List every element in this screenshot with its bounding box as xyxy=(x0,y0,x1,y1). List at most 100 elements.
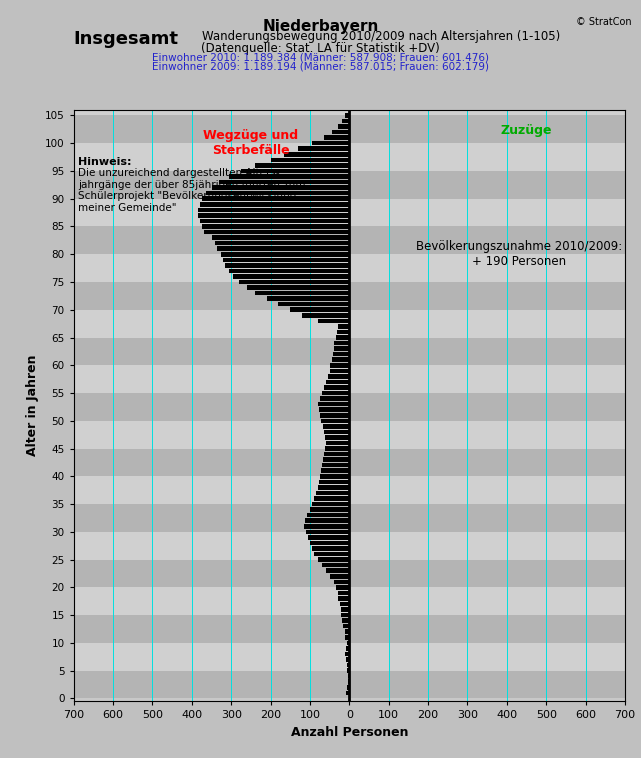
Bar xyxy=(74,421,625,449)
Bar xyxy=(74,143,625,171)
Bar xyxy=(337,330,349,334)
Bar xyxy=(325,446,349,451)
Bar xyxy=(74,254,625,282)
Text: Einwohner 2010: 1.189.384 (Männer: 587.908; Frauen: 601.476): Einwohner 2010: 1.189.384 (Männer: 587.9… xyxy=(152,52,489,62)
Bar xyxy=(219,180,349,184)
Bar xyxy=(229,174,349,179)
Bar xyxy=(319,480,349,484)
Bar xyxy=(74,199,625,227)
Bar xyxy=(346,691,349,695)
Text: Die unzureichend dargestellten Alters-
jahrgänge der über 85jährigen führten zum: Die unzureichend dargestellten Alters- j… xyxy=(78,168,306,213)
Bar xyxy=(318,402,349,406)
Bar xyxy=(333,580,349,584)
Bar xyxy=(329,368,349,373)
Bar xyxy=(304,524,349,528)
Bar xyxy=(333,346,349,351)
Bar xyxy=(308,535,349,540)
Bar xyxy=(331,363,349,368)
Bar xyxy=(345,652,349,656)
Bar xyxy=(338,124,349,129)
Text: Wanderungsbewegung 2010/2009 nach Altersjahren (1-105): Wanderungsbewegung 2010/2009 nach Alters… xyxy=(202,30,560,43)
Bar xyxy=(338,590,349,595)
Bar xyxy=(302,313,349,318)
Bar xyxy=(74,449,625,476)
Bar xyxy=(74,587,625,615)
Bar xyxy=(312,547,349,551)
Bar xyxy=(310,507,349,512)
Bar xyxy=(74,337,625,365)
Bar xyxy=(319,407,349,412)
Bar xyxy=(74,282,625,310)
Bar xyxy=(233,274,349,279)
Bar xyxy=(318,318,349,323)
Bar xyxy=(331,358,349,362)
Bar xyxy=(306,530,349,534)
Bar xyxy=(202,196,349,201)
Bar xyxy=(340,602,349,606)
Bar xyxy=(312,141,349,146)
Bar xyxy=(217,246,349,251)
Text: Insgesamt: Insgesamt xyxy=(74,30,179,49)
Bar xyxy=(298,146,349,151)
Text: Einwohner 2009: 1.189.194 (Männer: 587.015; Frauen: 602.179): Einwohner 2009: 1.189.194 (Männer: 587.0… xyxy=(152,61,489,71)
Text: Niederbayern: Niederbayern xyxy=(262,19,379,34)
Bar xyxy=(342,619,349,623)
Bar xyxy=(74,643,625,671)
Bar xyxy=(206,191,349,196)
Bar xyxy=(335,341,349,346)
Text: Hinweis:: Hinweis: xyxy=(78,157,132,167)
Bar xyxy=(255,163,349,168)
Text: © StratCon: © StratCon xyxy=(576,17,631,27)
Bar xyxy=(221,252,349,256)
Bar xyxy=(74,504,625,532)
Bar xyxy=(328,374,349,379)
Bar xyxy=(340,607,349,612)
Bar xyxy=(202,224,349,229)
Bar xyxy=(322,391,349,396)
Bar xyxy=(346,657,349,662)
Bar xyxy=(74,476,625,504)
Bar xyxy=(267,296,349,301)
Bar xyxy=(198,213,349,218)
Bar xyxy=(290,308,349,312)
Bar xyxy=(336,335,349,340)
Bar xyxy=(346,646,349,650)
Bar xyxy=(348,679,349,684)
Bar xyxy=(74,310,625,337)
Bar xyxy=(333,352,349,356)
Bar xyxy=(278,302,349,306)
Bar xyxy=(212,235,349,240)
Bar xyxy=(326,568,349,573)
Bar xyxy=(305,518,349,523)
Bar xyxy=(198,208,349,212)
Bar xyxy=(74,559,625,587)
X-axis label: Anzahl Personen: Anzahl Personen xyxy=(290,725,408,739)
Bar xyxy=(310,540,349,545)
Bar xyxy=(345,113,349,117)
Bar xyxy=(348,674,349,678)
Text: Wegzüge und
Sterbefälle: Wegzüge und Sterbefälle xyxy=(203,130,299,158)
Bar xyxy=(336,585,349,590)
Bar xyxy=(326,440,349,445)
Bar xyxy=(74,532,625,559)
Bar xyxy=(223,258,349,262)
Bar xyxy=(312,502,349,506)
Bar xyxy=(325,435,349,440)
Text: Zuzüge: Zuzüge xyxy=(501,124,553,136)
Bar xyxy=(74,671,625,698)
Text: Bevölkerungszunahme 2010/2009:
+ 190 Personen: Bevölkerungszunahme 2010/2009: + 190 Per… xyxy=(415,240,622,268)
Bar xyxy=(322,463,349,468)
Bar xyxy=(241,169,349,174)
Bar xyxy=(285,152,349,157)
Bar xyxy=(316,490,349,495)
Bar xyxy=(239,280,349,284)
Bar xyxy=(229,268,349,273)
Bar xyxy=(326,380,349,384)
Bar xyxy=(200,202,349,207)
Bar xyxy=(247,285,349,290)
Bar xyxy=(329,574,349,578)
Bar xyxy=(314,496,349,501)
Y-axis label: Alter in Jahren: Alter in Jahren xyxy=(26,355,39,456)
Bar xyxy=(255,291,349,296)
Bar xyxy=(347,669,349,673)
